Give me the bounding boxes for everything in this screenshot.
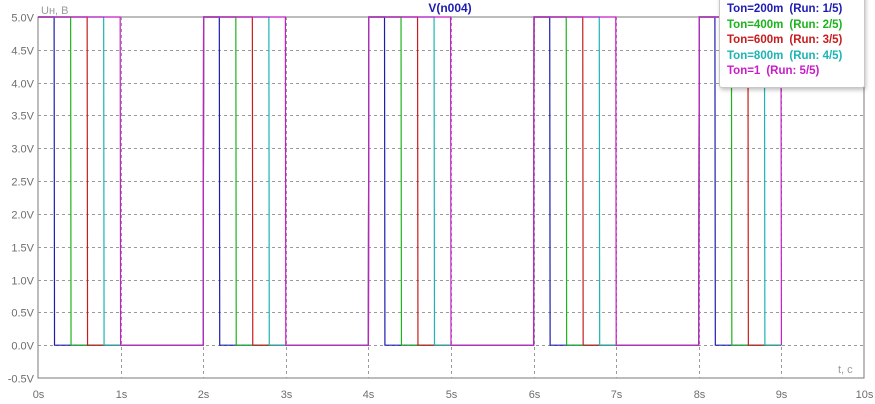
- x-tick-label: 10s: [856, 389, 874, 401]
- legend-run: (Run: 1/5): [789, 3, 843, 15]
- legend-run: (Run: 2/5): [789, 18, 843, 31]
- x-tick-label: 4s: [363, 389, 375, 401]
- legend-entry-run-2: Ton=400m (Run: 2/5): [720, 18, 864, 34]
- x-axis-label: t, c: [838, 364, 853, 376]
- y-tick-label: 0.0V: [11, 341, 34, 353]
- legend-run: (Run: 3/5): [789, 34, 843, 47]
- trace-run-5: [38, 16, 782, 346]
- legend-label: Ton=600m: [727, 34, 784, 47]
- legend-run: (Run: 5/5): [766, 65, 820, 78]
- x-tick-label: 3s: [281, 389, 293, 401]
- chart-title: V(n004): [428, 1, 471, 15]
- y-tick-label: -0.5V: [8, 374, 35, 386]
- y-tick-label: 4.0V: [11, 79, 34, 91]
- x-tick-label: 9s: [776, 389, 788, 401]
- legend-label: Ton=1: [727, 65, 761, 78]
- legend: Ton=200m (Run: 1/5) Ton=400m (Run: 2/5) Ton=…: [719, 0, 865, 88]
- x-tick-label: 0s: [33, 389, 45, 401]
- y-tick-label: 5.0V: [11, 13, 34, 25]
- legend-label: Ton=200m: [727, 3, 784, 15]
- legend-entry-run-4: Ton=800m (Run: 4/5): [720, 49, 864, 65]
- legend-run: (Run: 4/5): [789, 49, 843, 62]
- y-tick-label: 2.5V: [11, 177, 34, 189]
- legend-entry-run-1: Ton=200m (Run: 1/5): [720, 2, 864, 18]
- y-tick-label: 0.5V: [11, 308, 34, 320]
- x-tick-label: 8s: [694, 389, 706, 401]
- tick-labels: -0.5V 0.0V 0.5V 1.0V 1.5V 2.0V 2.5V 3.0V 3.5V 4.0…: [8, 13, 874, 402]
- legend-label: Ton=400m: [727, 18, 784, 31]
- legend-label: Ton=800m: [727, 49, 784, 62]
- y-axis-label: Uн, В: [41, 5, 68, 17]
- legend-entry-run-3: Ton=600m (Run: 3/5): [720, 33, 864, 49]
- y-tick-label: 1.5V: [11, 243, 34, 255]
- traces: [38, 16, 782, 346]
- x-tick-label: 2s: [198, 389, 210, 401]
- y-tick-label: 1.0V: [11, 276, 34, 288]
- x-tick-label: 6s: [529, 389, 541, 401]
- x-tick-label: 1s: [116, 389, 128, 401]
- x-tick-label: 7s: [611, 389, 623, 401]
- y-tick-label: 3.5V: [11, 111, 34, 123]
- y-tick-label: 4.5V: [11, 46, 34, 58]
- x-tick-label: 5s: [446, 389, 458, 401]
- y-tick-label: 2.0V: [11, 210, 34, 222]
- y-tick-label: 3.0V: [11, 144, 34, 156]
- legend-entry-run-5: Ton=1 (Run: 5/5): [720, 64, 864, 80]
